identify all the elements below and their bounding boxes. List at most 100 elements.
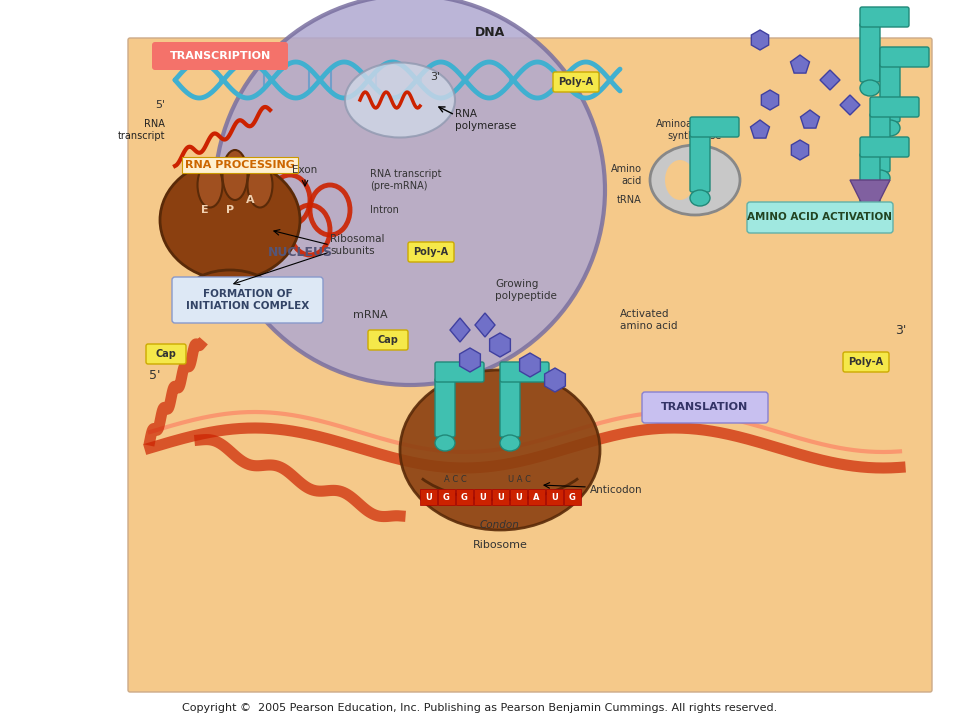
FancyBboxPatch shape [690, 133, 710, 192]
Ellipse shape [860, 210, 880, 226]
Text: U A C: U A C [509, 475, 532, 485]
Ellipse shape [160, 160, 300, 280]
Polygon shape [850, 180, 890, 220]
Bar [528, 489, 545, 505]
FancyBboxPatch shape [500, 362, 549, 382]
Ellipse shape [400, 370, 600, 530]
Ellipse shape [650, 145, 740, 215]
Ellipse shape [190, 270, 270, 310]
Text: A C C: A C C [444, 475, 467, 485]
Text: RNA PROCESSING: RNA PROCESSING [185, 160, 295, 170]
Polygon shape [475, 313, 495, 337]
Ellipse shape [870, 170, 890, 186]
Text: E: E [202, 205, 209, 215]
FancyBboxPatch shape [553, 72, 599, 92]
FancyBboxPatch shape [128, 38, 932, 692]
Text: NUCLEUS: NUCLEUS [268, 246, 332, 258]
Text: Ribosomal
subunits: Ribosomal subunits [330, 234, 385, 256]
FancyBboxPatch shape [880, 63, 900, 122]
FancyBboxPatch shape [690, 117, 739, 137]
Text: U: U [516, 492, 522, 502]
Text: Intron: Intron [370, 205, 398, 215]
Text: Cap: Cap [377, 335, 398, 345]
Text: Poly-A: Poly-A [414, 247, 448, 257]
Text: G: G [444, 492, 450, 502]
Text: U: U [551, 492, 558, 502]
Text: AMINO ACID ACTIVATION: AMINO ACID ACTIVATION [748, 212, 893, 222]
FancyBboxPatch shape [172, 277, 323, 323]
Text: Aminoacyl-tRNA
synthetase: Aminoacyl-tRNA synthetase [656, 120, 734, 141]
Ellipse shape [435, 435, 455, 451]
FancyBboxPatch shape [368, 330, 408, 350]
Text: Activated
amino acid: Activated amino acid [620, 309, 678, 330]
Text: Exon: Exon [293, 165, 318, 175]
Bar [564, 489, 581, 505]
Polygon shape [450, 318, 470, 342]
FancyBboxPatch shape [860, 137, 909, 157]
Bar [420, 489, 437, 505]
Text: Poly-A: Poly-A [849, 357, 883, 367]
Bar [546, 489, 563, 505]
FancyBboxPatch shape [870, 113, 890, 172]
Text: RNA
polymerase: RNA polymerase [455, 109, 516, 131]
Text: U: U [479, 492, 486, 502]
FancyBboxPatch shape [500, 378, 520, 437]
Ellipse shape [248, 163, 273, 207]
Text: 3': 3' [430, 72, 440, 82]
Text: 5': 5' [149, 369, 160, 382]
Bar [510, 489, 527, 505]
Ellipse shape [198, 163, 223, 207]
Text: CYTOPLASM: CYTOPLASM [175, 280, 251, 290]
FancyBboxPatch shape [146, 344, 186, 364]
FancyBboxPatch shape [860, 7, 909, 27]
Text: RNA
transcript: RNA transcript [117, 120, 165, 141]
Text: TRANSLATION: TRANSLATION [661, 402, 749, 412]
Ellipse shape [223, 150, 248, 200]
Ellipse shape [665, 160, 695, 200]
Text: G: G [461, 492, 468, 502]
Ellipse shape [880, 120, 900, 136]
FancyBboxPatch shape [860, 153, 880, 212]
Text: DNA: DNA [475, 25, 505, 38]
FancyBboxPatch shape [747, 202, 893, 233]
FancyBboxPatch shape [642, 392, 768, 423]
Text: 5': 5' [155, 100, 165, 110]
Text: U: U [425, 492, 432, 502]
FancyBboxPatch shape [880, 47, 929, 67]
Text: Poly-A: Poly-A [559, 77, 593, 87]
Text: Copyright ©  2005 Pearson Education, Inc. Publishing as Pearson Benjamin Cumming: Copyright © 2005 Pearson Education, Inc.… [182, 703, 778, 713]
Text: A: A [246, 195, 254, 205]
FancyBboxPatch shape [408, 242, 454, 262]
Ellipse shape [500, 435, 520, 451]
Bar [456, 489, 473, 505]
Text: 3': 3' [895, 323, 906, 336]
Text: RNA transcript
(pre-mRNA): RNA transcript (pre-mRNA) [370, 169, 442, 191]
FancyBboxPatch shape [860, 23, 880, 82]
Text: P: P [226, 205, 234, 215]
Text: U: U [497, 492, 504, 502]
Bar [438, 489, 455, 505]
Text: A: A [533, 492, 540, 502]
Text: FORMATION OF
INITIATION COMPLEX: FORMATION OF INITIATION COMPLEX [186, 289, 310, 311]
Text: Growing
polypeptide: Growing polypeptide [495, 279, 557, 301]
Ellipse shape [215, 0, 605, 385]
Text: Ribosome: Ribosome [472, 540, 527, 550]
Bar [492, 489, 509, 505]
Bar [474, 489, 491, 505]
Ellipse shape [345, 63, 455, 138]
Text: Anticodon: Anticodon [590, 485, 642, 495]
Text: Cap: Cap [156, 349, 177, 359]
Ellipse shape [860, 80, 880, 96]
Ellipse shape [690, 190, 710, 206]
Text: Condon: Condon [480, 520, 520, 530]
Text: tRNA: tRNA [617, 195, 642, 205]
Text: mRNA: mRNA [353, 310, 388, 320]
Text: G: G [569, 492, 576, 502]
FancyBboxPatch shape [843, 352, 889, 372]
FancyBboxPatch shape [435, 378, 455, 437]
Text: TRANSCRIPTION: TRANSCRIPTION [169, 51, 271, 61]
FancyBboxPatch shape [152, 42, 288, 70]
FancyBboxPatch shape [870, 97, 919, 117]
Text: Amino
acid: Amino acid [611, 164, 642, 186]
FancyBboxPatch shape [435, 362, 484, 382]
